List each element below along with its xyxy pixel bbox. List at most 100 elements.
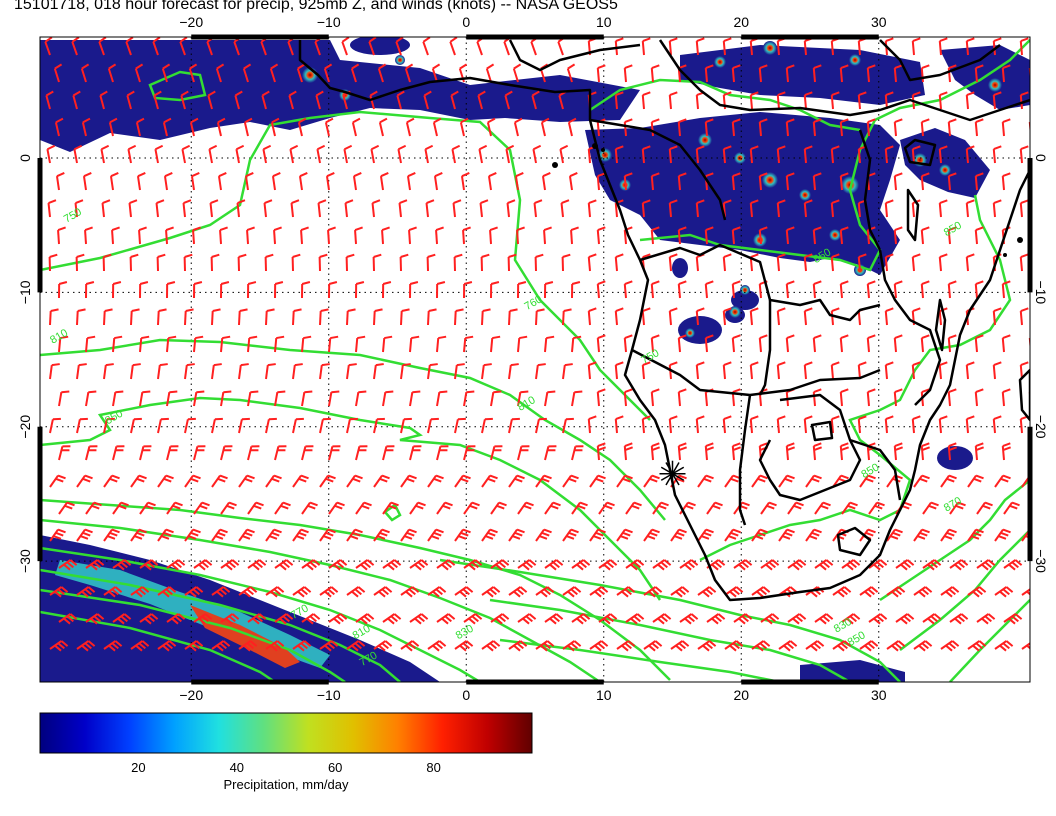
wind-barb: [561, 253, 571, 272]
wind-barb: [544, 613, 564, 625]
wind-barb: [436, 390, 448, 407]
wind-barb: [938, 415, 948, 434]
wind-barb: [940, 474, 957, 488]
wind-barb: [568, 172, 578, 191]
wind-barb: [859, 640, 879, 652]
wind-barb: [785, 118, 795, 137]
country-border: [639, 243, 881, 322]
wind-barb: [355, 445, 368, 461]
wind-barb: [695, 361, 705, 380]
country-border: [758, 393, 862, 502]
wind-barb: [641, 199, 651, 218]
wind-barb: [382, 559, 402, 571]
wind-barb: [400, 363, 411, 380]
wind-barb: [516, 226, 525, 245]
wind-barb: [265, 640, 285, 652]
wind-barb: [243, 117, 253, 137]
wind-barb: [803, 361, 813, 380]
wind-barb: [436, 445, 449, 461]
wind-barb: [535, 363, 546, 380]
wind-barb: [58, 613, 78, 625]
wind-barb: [652, 559, 672, 571]
wind-barb: [947, 334, 957, 353]
wind-barb: [778, 474, 795, 488]
wind-barb: [994, 528, 1011, 542]
contour-line: [40, 498, 671, 681]
wind-barb: [74, 199, 84, 218]
wind-barb: [234, 90, 243, 110]
wind-barb: [589, 586, 609, 598]
wind-barb: [409, 335, 420, 353]
wind-barb: [1001, 334, 1011, 353]
wind-barb: [541, 172, 551, 191]
wind-barb: [751, 528, 768, 542]
wind-barb: [731, 118, 741, 137]
wind-barb: [238, 586, 258, 598]
wind-barb: [922, 559, 942, 571]
wind-barb: [812, 442, 822, 461]
colorbar-tick-label: 80: [426, 760, 440, 775]
wind-barb: [193, 613, 213, 625]
wind-barb: [235, 144, 245, 164]
wind-barb: [427, 640, 447, 652]
wind-barb: [623, 172, 633, 191]
wind-barb: [749, 307, 759, 326]
wind-barb: [704, 64, 714, 83]
wind-barb: [373, 528, 390, 542]
wind-barb: [938, 361, 948, 380]
wind-barb: [839, 226, 849, 245]
wind-barb: [535, 308, 545, 326]
wind-barb: [424, 144, 434, 164]
wind-barb: [103, 640, 123, 652]
wind-barb: [623, 118, 633, 137]
wind-barb: [650, 280, 660, 299]
wind-barb: [400, 586, 420, 598]
wind-barb: [130, 586, 150, 598]
wind-barb: [449, 37, 458, 56]
wind-barb: [616, 474, 633, 488]
wind-barb: [731, 280, 741, 299]
wind-barb: [733, 559, 753, 571]
wind-barb: [481, 640, 501, 652]
wind-barb: [965, 253, 975, 272]
wind-barb: [47, 199, 57, 218]
wind-barb: [184, 474, 201, 488]
wind-barb: [841, 613, 861, 625]
wind-barb: [1028, 390, 1030, 407]
wind-barb: [571, 559, 591, 571]
islands: [552, 143, 1023, 257]
wind-barb: [490, 613, 510, 625]
precip-patch: [672, 258, 688, 278]
wind-barb: [381, 226, 390, 245]
wind-barb: [76, 308, 86, 326]
lon-label-top: 20: [733, 14, 749, 30]
wind-barb: [481, 528, 498, 542]
wind-barb: [373, 474, 390, 488]
wind-barb: [301, 613, 321, 625]
wind-barb: [400, 417, 412, 434]
wind-barb: [974, 64, 984, 83]
precip-patch: [937, 446, 973, 470]
wind-barb: [832, 640, 852, 652]
wind-barb: [193, 390, 205, 407]
wind-barb: [695, 415, 705, 434]
wind-barb: [832, 586, 852, 598]
wind-barb: [1003, 613, 1023, 625]
wind-barb: [163, 172, 173, 191]
wind-barb: [517, 335, 528, 353]
wind-barb: [884, 253, 894, 272]
wind-barb: [382, 390, 394, 407]
contour-line: [40, 338, 666, 521]
wind-barb: [1031, 614, 1049, 624]
wind-barb: [947, 172, 957, 191]
wind-barb: [505, 144, 515, 164]
wind-barb: [587, 307, 597, 326]
wind-barb: [893, 388, 903, 407]
wind-barb: [614, 307, 624, 326]
wind-barb: [319, 308, 329, 326]
wind-barb: [373, 417, 385, 434]
wind-barb: [920, 280, 930, 299]
wind-barb: [103, 417, 115, 434]
wind-barb: [504, 90, 513, 110]
wind-barb: [166, 559, 186, 571]
